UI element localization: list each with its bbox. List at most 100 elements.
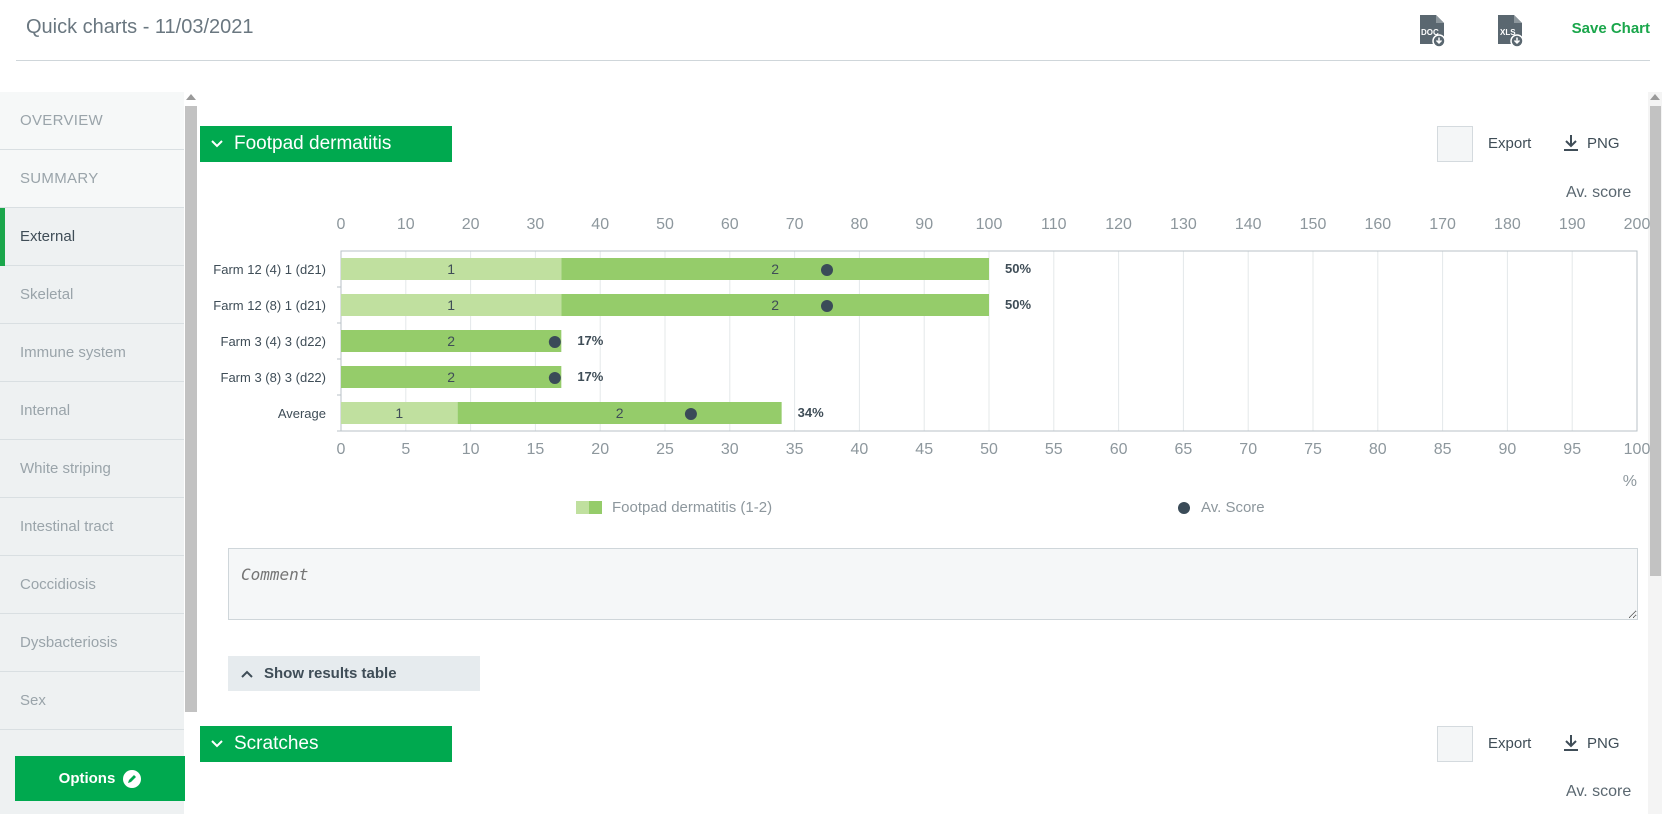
category-label: Farm 3 (4) 3 (d22) <box>221 334 326 349</box>
bar-segment-label: 1 <box>447 261 455 277</box>
legend-label: Footpad dermatitis (1-2) <box>612 499 773 516</box>
bottom-axis-tick-label: 70 <box>1239 441 1257 458</box>
section-header-scratches[interactable]: Scratches <box>200 726 452 762</box>
sidebar-scrollbar-thumb[interactable] <box>185 106 197 712</box>
doc-download-icon[interactable]: DOC <box>1417 14 1447 48</box>
top-axis-tick-label: 50 <box>656 216 674 233</box>
top-axis-tick-label: 20 <box>462 216 480 233</box>
legend-item-footpad-dermatitis[interactable]: Footpad dermatitis (1-2) <box>576 499 772 516</box>
bar-segment-2 <box>561 258 989 280</box>
sidebar-item-internal[interactable]: Internal <box>0 382 184 440</box>
top-axis-tick-label: 40 <box>591 216 609 233</box>
category-label: Average <box>278 406 326 421</box>
svg-text:XLS: XLS <box>1500 28 1516 37</box>
bar-segment-label: 2 <box>771 297 779 313</box>
options-button[interactable]: Options <box>15 756 185 801</box>
top-axis-tick-label: 120 <box>1105 216 1132 233</box>
show-results-table-button[interactable]: Show results table <box>228 656 480 691</box>
main-scroll-up-icon[interactable] <box>1650 94 1660 100</box>
bar-segment-2 <box>561 294 989 316</box>
bottom-axis-tick-label: 60 <box>1110 441 1128 458</box>
top-axis-tick-label: 200 <box>1624 216 1650 233</box>
top-header: Quick charts - 11/03/2021 DOC XLS Save C… <box>16 0 1650 61</box>
bottom-axis-tick-label: 85 <box>1434 441 1452 458</box>
bottom-axis-tick-label: 55 <box>1045 441 1063 458</box>
sidebar-item-immune-system[interactable]: Immune system <box>0 324 184 382</box>
xls-download-icon[interactable]: XLS <box>1495 14 1525 48</box>
bottom-axis-tick-label: 35 <box>786 441 804 458</box>
legend-dot-swatch <box>1178 501 1190 514</box>
bar-segment-label: 2 <box>616 405 624 421</box>
legend-label: Av. Score <box>1201 499 1265 516</box>
top-axis-tick-label: 170 <box>1429 216 1456 233</box>
chevron-up-icon <box>241 670 253 678</box>
sidebar-item-dysbacteriosis[interactable]: Dysbacteriosis <box>0 614 184 672</box>
top-axis-tick-label: 90 <box>915 216 933 233</box>
footpad-dermatitis-chart: 0 10 20 30 40 50 60 70 80 90 100 110 120 130 140 150 160… <box>213 216 1650 490</box>
top-axis-tick-label: 140 <box>1235 216 1262 233</box>
top-axis-tick-label: 180 <box>1494 216 1521 233</box>
bar-segment-label: 1 <box>447 297 455 313</box>
page-title: Quick charts - 11/03/2021 <box>26 16 254 38</box>
av-score-dot <box>548 372 561 384</box>
sidebar-item-external[interactable]: External <box>0 208 184 266</box>
legend-item-av-score[interactable]: Av. Score <box>1177 499 1265 516</box>
bar-total-label: 50% <box>1005 297 1031 312</box>
bottom-axis-tick-label: 95 <box>1563 441 1581 458</box>
bar-total-label: 17% <box>577 333 603 348</box>
png-download-button[interactable]: PNG <box>1563 734 1620 752</box>
section-header-footpad-dermatitis[interactable]: Footpad dermatitis <box>200 126 452 162</box>
av-score-dot <box>684 408 697 420</box>
av-score-dot <box>821 300 833 312</box>
bar-total-label: 50% <box>1005 261 1031 276</box>
sidebar-item-intestinal-tract[interactable]: Intestinal tract <box>0 498 184 556</box>
export-button[interactable]: Export <box>1488 135 1532 152</box>
sidebar-item-coccidiosis[interactable]: Coccidiosis <box>0 556 184 614</box>
comment-field[interactable] <box>228 548 1638 620</box>
sidebar-scroll-up-icon[interactable] <box>186 94 196 100</box>
category-label: Farm 12 (8) 1 (d21) <box>213 298 326 313</box>
main-scrollbar-thumb[interactable] <box>1650 106 1661 576</box>
bar-segment-label: 1 <box>395 405 403 421</box>
bottom-axis-tick-label: 90 <box>1499 441 1517 458</box>
bar-segment-label: 2 <box>771 261 779 277</box>
bottom-axis-tick-label: 75 <box>1304 441 1322 458</box>
bottom-axis-tick-label: 0 <box>337 441 346 458</box>
top-axis-tick-label: 10 <box>397 216 415 233</box>
bar-segment-1 <box>341 294 562 316</box>
sidebar-item-white-striping[interactable]: White striping <box>0 440 184 498</box>
bottom-axis-tick-label: 20 <box>591 441 609 458</box>
top-axis-tick-label: 30 <box>527 216 545 233</box>
top-axis-tick-label: 100 <box>976 216 1003 233</box>
png-download-button[interactable]: PNG <box>1563 134 1620 152</box>
top-axis-tick-label: 0 <box>337 216 346 233</box>
chevron-down-icon <box>200 739 234 749</box>
results-toggle-label: Show results table <box>264 665 397 682</box>
pencil-icon <box>123 769 142 788</box>
bar-segment-label: 2 <box>447 333 455 349</box>
export-checkbox[interactable] <box>1437 726 1473 762</box>
top-axis-tick-label: 160 <box>1364 216 1391 233</box>
bottom-axis-tick-label: 25 <box>656 441 674 458</box>
bar-total-label: 17% <box>577 369 603 384</box>
sidebar-item-sex[interactable]: Sex <box>0 672 184 730</box>
bar-segment-1 <box>341 402 458 424</box>
export-checkbox[interactable] <box>1437 126 1473 162</box>
av-score-dot <box>821 264 833 276</box>
bar-segment-2 <box>457 402 782 424</box>
category-label: Farm 3 (8) 3 (d22) <box>221 370 326 385</box>
top-axis-tick-label: 60 <box>721 216 739 233</box>
sidebar-item-overview[interactable]: OVERVIEW <box>0 92 184 150</box>
av-score-dot <box>548 336 561 348</box>
export-button[interactable]: Export <box>1488 735 1532 752</box>
bar-segment-2 <box>341 366 562 388</box>
top-axis-tick-label: 150 <box>1300 216 1327 233</box>
sidebar-item-summary[interactable]: SUMMARY <box>0 150 184 208</box>
top-axis-tick-label: 130 <box>1170 216 1197 233</box>
bar-segment-2 <box>341 330 562 352</box>
bottom-axis-tick-label: 100 <box>1624 441 1650 458</box>
sidebar-item-skeletal[interactable]: Skeletal <box>0 266 184 324</box>
svg-text:DOC: DOC <box>1421 28 1439 37</box>
category-label: Farm 12 (4) 1 (d21) <box>213 262 326 277</box>
save-chart-button[interactable]: Save Chart <box>1571 20 1650 37</box>
